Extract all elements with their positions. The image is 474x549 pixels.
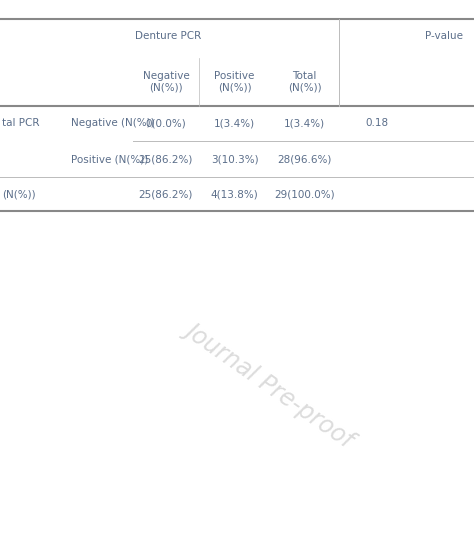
Text: 0(0.0%): 0(0.0%) xyxy=(146,119,186,128)
Text: 25(86.2%): 25(86.2%) xyxy=(139,154,193,164)
Text: 1(3.4%): 1(3.4%) xyxy=(214,119,255,128)
Text: 0.18: 0.18 xyxy=(365,119,388,128)
Text: Negative
(N(%)): Negative (N(%)) xyxy=(143,71,189,92)
Text: 29(100.0%): 29(100.0%) xyxy=(274,189,335,199)
Text: Denture PCR: Denture PCR xyxy=(135,31,201,41)
Text: P-value: P-value xyxy=(425,31,464,41)
Text: Journal Pre-proof: Journal Pre-proof xyxy=(182,317,358,451)
Text: Total
(N(%)): Total (N(%)) xyxy=(288,71,321,92)
Text: Positive
(N(%)): Positive (N(%)) xyxy=(214,71,255,92)
Text: 28(96.6%): 28(96.6%) xyxy=(277,154,332,164)
Text: Negative (N(%)): Negative (N(%)) xyxy=(71,119,155,128)
Text: (N(%)): (N(%)) xyxy=(2,189,36,199)
Text: 4(13.8%): 4(13.8%) xyxy=(211,189,258,199)
Text: Positive (N(%)): Positive (N(%)) xyxy=(71,154,148,164)
Text: tal PCR: tal PCR xyxy=(2,119,40,128)
Text: 1(3.4%): 1(3.4%) xyxy=(284,119,325,128)
Text: 25(86.2%): 25(86.2%) xyxy=(139,189,193,199)
Text: 3(10.3%): 3(10.3%) xyxy=(211,154,258,164)
